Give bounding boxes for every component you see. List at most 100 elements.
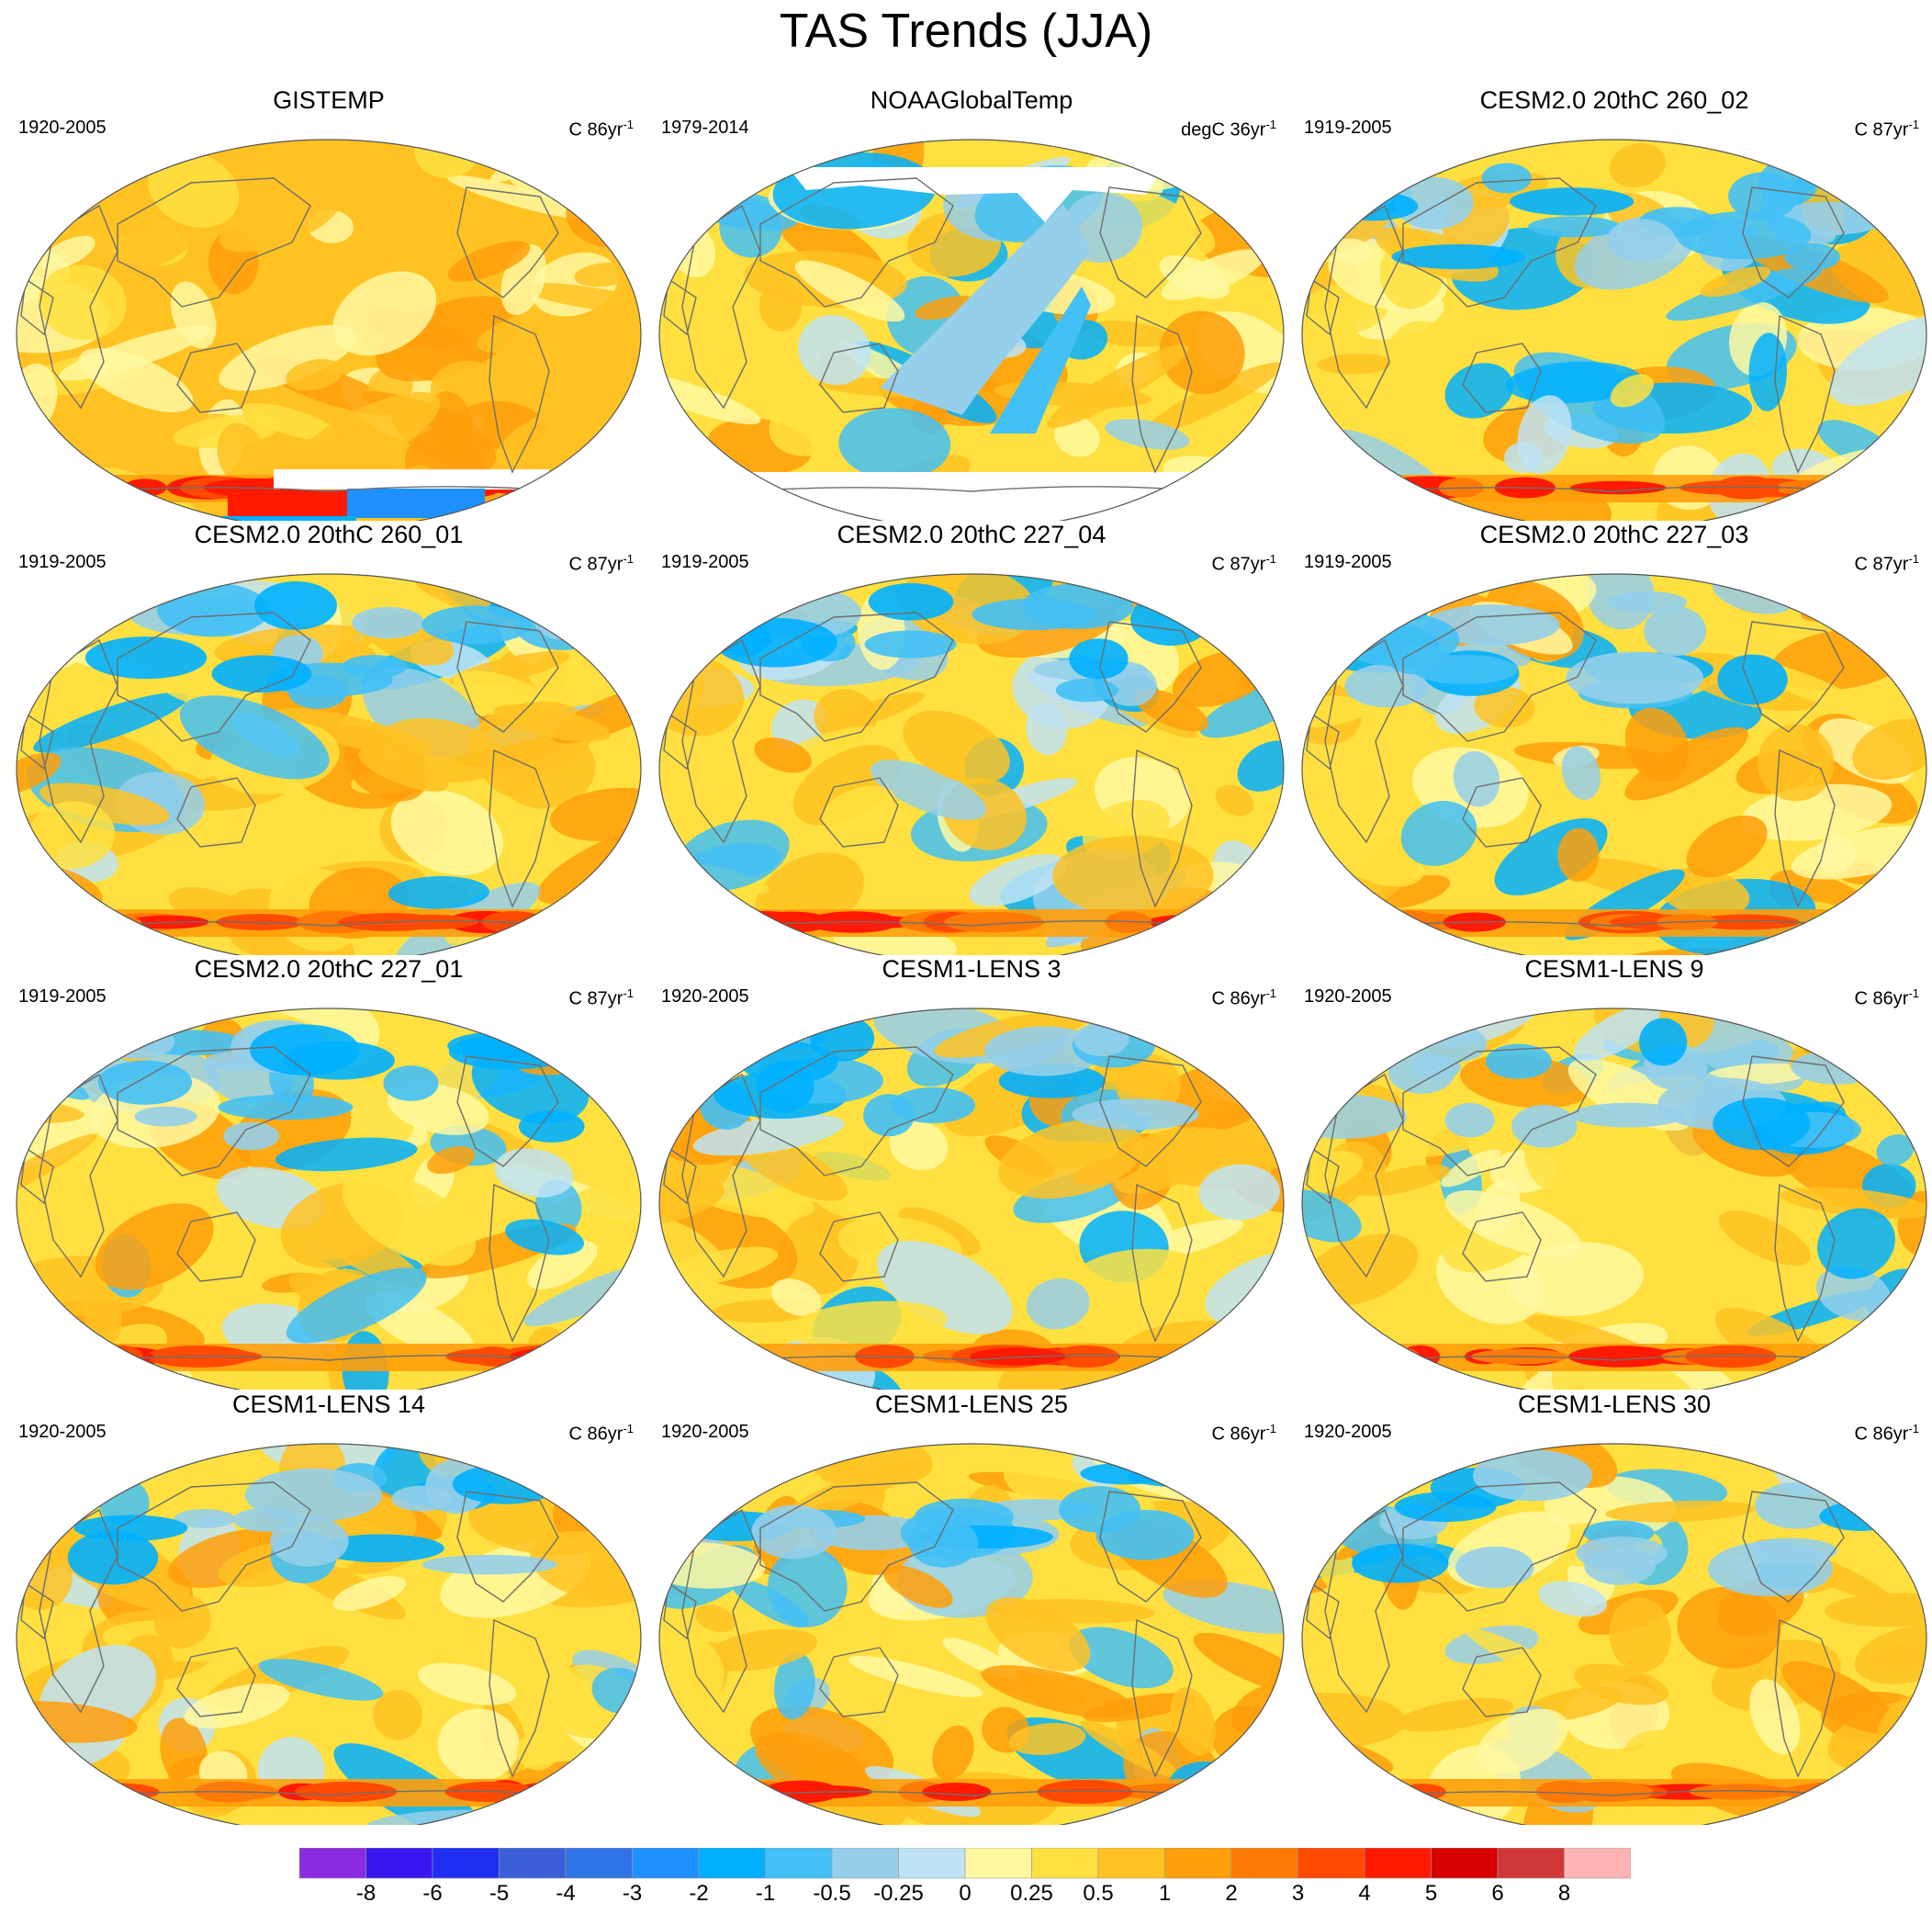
panel-units: C 87yr-1 bbox=[1212, 548, 1276, 576]
colorbar-tick-label: -0.25 bbox=[873, 1881, 924, 1906]
panel-units-exponent: -1 bbox=[1908, 118, 1919, 131]
coastlines bbox=[663, 177, 1248, 496]
colorbar-tick-label: 0.5 bbox=[1083, 1881, 1114, 1906]
panel-units-exponent: -1 bbox=[623, 552, 634, 566]
colorbar-tick-label: 4 bbox=[1358, 1881, 1371, 1906]
map-border bbox=[16, 139, 642, 521]
panel-period: 1919-2005 bbox=[1304, 552, 1392, 572]
map-panel: CESM1-LENS 25 1920-2005 C 86yr-1 bbox=[650, 1389, 1293, 1825]
map-svg bbox=[16, 1443, 642, 1825]
colorbar-swatch bbox=[1431, 1848, 1499, 1879]
panel-title: CESM2.0 20thC 260_02 bbox=[1479, 86, 1749, 114]
panel-units-exponent: -1 bbox=[623, 986, 634, 1000]
panel-units-text: C 86yr bbox=[1854, 988, 1909, 1009]
panel-units: C 87yr-1 bbox=[1855, 114, 1919, 141]
map-svg bbox=[1301, 1443, 1927, 1825]
colorbar-labels: -8 -6 -5 -4 -3 -2 -1 -0.5 -0.25 0 0.25 0.5 1 2 3 4 5 6 8 bbox=[299, 1881, 1631, 1908]
figure-title: TAS Trends (JJA) bbox=[779, 5, 1153, 58]
colorbar-swatch bbox=[765, 1848, 833, 1879]
panel-period: 1920-2005 bbox=[18, 1422, 107, 1442]
map-border bbox=[16, 573, 642, 955]
panel-units: degC 36yr-1 bbox=[1181, 114, 1276, 141]
panel-units-exponent: -1 bbox=[623, 1422, 634, 1436]
panel-units: C 87yr-1 bbox=[569, 983, 634, 1010]
coastlines bbox=[663, 1046, 1248, 1365]
colorbar bbox=[299, 1848, 1631, 1879]
panel-period: 1920-2005 bbox=[18, 118, 107, 138]
map-field bbox=[659, 140, 1284, 521]
colorbar-tick-label: 6 bbox=[1491, 1881, 1504, 1906]
panel-units: C 87yr-1 bbox=[569, 548, 634, 576]
map-field bbox=[17, 140, 641, 521]
colorbar-tick-label: 5 bbox=[1424, 1881, 1438, 1906]
panel-title: CESM1-LENS 30 bbox=[1517, 1390, 1712, 1418]
map-field bbox=[1302, 1444, 1926, 1825]
panel-title: CESM2.0 20thC 227_01 bbox=[194, 955, 464, 983]
panel-units: C 86yr-1 bbox=[569, 1418, 634, 1446]
panel-title: CESM2.0 20thC 260_01 bbox=[194, 521, 464, 548]
panel-title: CESM2.0 20thC 227_04 bbox=[837, 521, 1106, 548]
colorbar-swatch bbox=[632, 1848, 700, 1879]
map-panel: CESM1-LENS 3 1920-2005 C 86yr-1 bbox=[650, 953, 1293, 1390]
coastlines bbox=[1306, 1481, 1891, 1800]
coastlines bbox=[1306, 177, 1891, 496]
map-panel: CESM2.0 20thC 260_01 1919-2005 C 87yr-1 bbox=[7, 519, 650, 955]
map-svg bbox=[1301, 1008, 1927, 1390]
panel-units-text: C 86yr bbox=[568, 1424, 623, 1445]
panel-units-exponent: -1 bbox=[1265, 1422, 1276, 1436]
panel-title: CESM1-LENS 25 bbox=[874, 1390, 1069, 1418]
map-field bbox=[659, 574, 1284, 955]
map-border bbox=[1301, 139, 1927, 521]
map-svg bbox=[16, 1008, 642, 1390]
colorbar-tick-label: 0 bbox=[959, 1881, 972, 1906]
panel-period: 1920-2005 bbox=[661, 986, 749, 1007]
colorbar-tick-label: -6 bbox=[422, 1881, 443, 1906]
map-panel: CESM1-LENS 30 1920-2005 C 86yr-1 bbox=[1293, 1389, 1932, 1825]
map-panel: GISTEMP 1920-2005 C 86yr-1 bbox=[7, 84, 650, 521]
map-border bbox=[1301, 1443, 1927, 1825]
colorbar-swatch bbox=[831, 1848, 899, 1879]
map-field bbox=[17, 1008, 641, 1390]
panel-units: C 86yr-1 bbox=[1212, 983, 1276, 1010]
colorbar-tick-label: -1 bbox=[755, 1881, 776, 1906]
map-field bbox=[1302, 574, 1926, 955]
map-svg bbox=[658, 1008, 1285, 1390]
colorbar-tick-label: 8 bbox=[1557, 1881, 1571, 1906]
panel-units-text: C 87yr bbox=[1854, 119, 1909, 141]
panel-units-text: C 86yr bbox=[1854, 1424, 1909, 1445]
panel-units-exponent: -1 bbox=[1908, 552, 1919, 566]
coastlines bbox=[663, 1481, 1248, 1800]
map-border bbox=[658, 139, 1285, 521]
colorbar-tick-label: 3 bbox=[1291, 1881, 1305, 1906]
map-panel: CESM1-LENS 9 1920-2005 C 86yr-1 bbox=[1293, 953, 1932, 1390]
colorbar-swatch bbox=[1164, 1848, 1232, 1879]
panel-units-text: C 87yr bbox=[1854, 554, 1909, 575]
map-panel: CESM1-LENS 14 1920-2005 C 86yr-1 bbox=[7, 1389, 650, 1825]
map-border bbox=[16, 1008, 642, 1390]
colorbar-swatch bbox=[698, 1848, 766, 1879]
map-border bbox=[16, 1443, 642, 1825]
colorbar-swatch bbox=[1230, 1848, 1298, 1879]
colorbar-tick-label: 0.25 bbox=[1010, 1881, 1053, 1906]
map-border bbox=[1301, 573, 1927, 955]
colorbar-swatch bbox=[432, 1848, 500, 1879]
map-border bbox=[658, 1008, 1285, 1390]
map-field bbox=[1302, 1008, 1926, 1390]
colorbar-swatch bbox=[565, 1848, 633, 1879]
colorbar-swatch bbox=[365, 1848, 433, 1879]
colorbar-tick-label: -3 bbox=[622, 1881, 643, 1906]
colorbar-tick-label: -4 bbox=[556, 1881, 576, 1906]
map-border bbox=[658, 573, 1285, 955]
panel-period: 1919-2005 bbox=[1304, 118, 1392, 138]
map-svg bbox=[658, 573, 1285, 955]
map-field bbox=[659, 1008, 1284, 1390]
colorbar-tick-label: 1 bbox=[1158, 1881, 1172, 1906]
panel-units-text: C 87yr bbox=[1211, 554, 1266, 575]
colorbar-swatch bbox=[1564, 1848, 1631, 1879]
map-svg bbox=[1301, 573, 1927, 955]
map-field bbox=[1302, 140, 1926, 521]
panel-title: NOAAGlobalTemp bbox=[870, 86, 1073, 114]
panel-units: C 87yr-1 bbox=[1855, 548, 1919, 576]
panel-units-text: C 87yr bbox=[568, 988, 623, 1009]
map-svg bbox=[658, 139, 1285, 521]
